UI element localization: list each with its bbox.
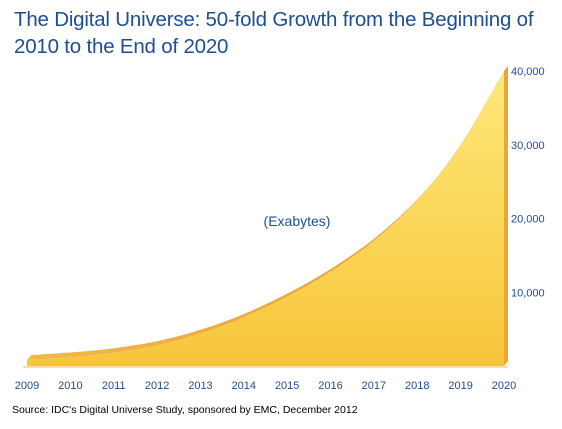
x-tick-label: 2018: [405, 380, 429, 392]
x-tick-label: 2010: [58, 380, 82, 392]
chart-title: The Digital Universe: 50-fold Growth fro…: [14, 8, 534, 58]
x-tick-label: 2011: [102, 380, 126, 392]
y-tick-label: 20,000: [511, 214, 545, 226]
x-tick-label: 2012: [145, 380, 169, 392]
area-layer: [23, 66, 508, 368]
x-tick-label: 2009: [15, 380, 39, 392]
x-tick-label: 2019: [448, 380, 472, 392]
x-tick-label: 2014: [232, 380, 256, 392]
y-axis-ticks: 10,000 20,000 30,000 40,000: [511, 66, 545, 299]
chart-annotation: (Exabytes): [264, 213, 331, 229]
area-side-face: [504, 66, 508, 366]
source-note: Source: IDC's Digital Universe Study, sp…: [12, 404, 358, 416]
y-tick-label: 10,000: [511, 287, 545, 299]
x-axis-ticks: 2009 2010 2011 2012 2013 2014 2015 2016 2017 2018…: [15, 380, 516, 392]
x-tick-label: 2015: [275, 380, 299, 392]
x-tick-label: 2017: [362, 380, 386, 392]
y-tick-label: 30,000: [511, 140, 545, 152]
x-tick-label: 2013: [188, 380, 212, 392]
x-tick-label: 2016: [318, 380, 342, 392]
area-series: [27, 71, 504, 366]
y-tick-label: 40,000: [511, 66, 545, 78]
x-tick-label: 2020: [492, 380, 516, 392]
